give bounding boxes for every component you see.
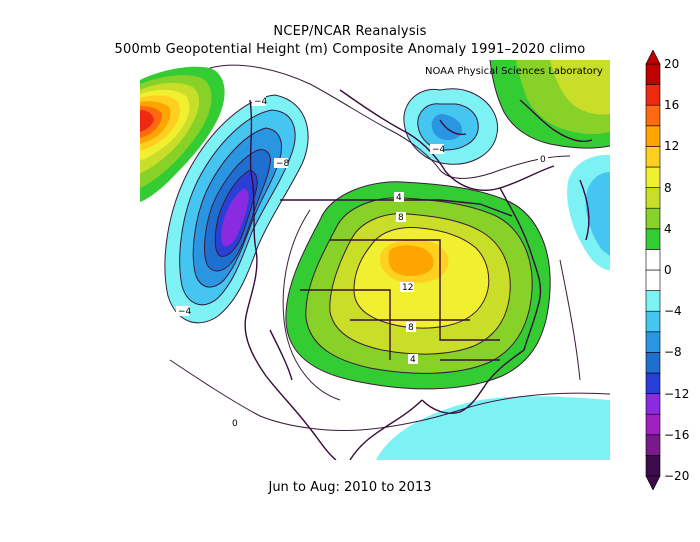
colorbar-cell xyxy=(645,331,661,353)
colorbar-max-arrow xyxy=(645,50,661,65)
tropical-trough xyxy=(140,396,610,460)
contour-label: −8 xyxy=(274,158,290,169)
credit-label: NOAA Physical Sciences Laboratory xyxy=(425,66,603,77)
contour-label-text: 4 xyxy=(396,193,402,203)
colorbar-tick-label: −4 xyxy=(664,304,682,319)
contour-label-text: 4 xyxy=(410,355,416,365)
map-title: NCEP/NCAR Reanalysis xyxy=(273,24,427,39)
contour-label-text: 8 xyxy=(408,323,414,333)
contour-label: −4 xyxy=(176,306,192,317)
alaska-ridge xyxy=(140,66,225,203)
colorbar-min-arrow xyxy=(645,475,661,490)
contour-label-text: −4 xyxy=(432,145,446,155)
colorbar-cell xyxy=(645,393,661,415)
contour-label: 0 xyxy=(538,154,548,165)
contour-label-text: 0 xyxy=(540,155,546,165)
contour-label: 12 xyxy=(400,282,414,293)
contour-label: 8 xyxy=(406,322,416,333)
anomaly-map: −4 −8 −4 −4 0 4 8 12 8 4 0 xyxy=(140,60,610,460)
colorbar-cell xyxy=(645,249,661,271)
map-panel: −4 −8 −4 −4 0 4 8 12 8 4 0 xyxy=(140,60,610,460)
coastlines xyxy=(244,89,593,460)
colorbar-cell xyxy=(645,166,661,188)
colorbar-cell xyxy=(645,84,661,106)
colorbar-cell xyxy=(645,104,661,127)
map-subtitle: 500mb Geopotential Height (m) Composite … xyxy=(114,42,586,57)
colorbar-tick-label: 20 xyxy=(664,57,680,71)
colorbar xyxy=(645,50,661,490)
contour-label-text: −8 xyxy=(276,159,290,169)
contour-label-group: −4 −8 −4 −4 0 4 8 12 8 4 0 xyxy=(176,96,548,429)
colorbar-cell xyxy=(645,63,661,85)
contour-label: 8 xyxy=(396,212,406,223)
colorbar-cell xyxy=(645,434,661,456)
colorbar-cell xyxy=(645,290,661,312)
contour-label-text: 8 xyxy=(398,213,404,223)
contour-label: 4 xyxy=(408,354,418,365)
colorbar-cell xyxy=(645,455,661,477)
contour-label: −4 xyxy=(430,144,446,155)
colorbar-cell xyxy=(645,372,661,394)
colorbar-cells xyxy=(645,50,661,490)
colorbar-tick-label: 8 xyxy=(664,180,672,195)
colorbar-cell xyxy=(645,146,661,168)
colorbar-cell xyxy=(645,413,661,436)
colorbar-tick-label: −12 xyxy=(664,386,690,401)
contour-label: 4 xyxy=(394,192,404,203)
colorbar-cell xyxy=(645,310,661,333)
colorbar-cell xyxy=(645,125,661,147)
contour-lines xyxy=(164,60,610,431)
colorbar-tick-label: 12 xyxy=(664,139,680,154)
colorbar-tick-label: 16 xyxy=(664,98,680,113)
contour-label: −4 xyxy=(252,96,268,107)
contour-label-text: 0 xyxy=(232,419,238,429)
contour-label-text: −4 xyxy=(178,307,192,317)
colorbar-cell xyxy=(645,228,661,250)
colorbar-cell xyxy=(645,269,661,291)
contour-label-text: −4 xyxy=(254,97,268,107)
colorbar-tick-label: −20 xyxy=(664,469,690,483)
period-label: Jun to Aug: 2010 to 2013 xyxy=(268,480,432,495)
colorbar-cell xyxy=(645,207,661,230)
colorbar-tick-label: −8 xyxy=(664,345,682,360)
contour-label: 0 xyxy=(230,418,240,429)
colorbar-cell xyxy=(645,187,661,209)
us-ridge xyxy=(285,181,551,389)
colorbar-cell xyxy=(645,352,661,374)
colorbar-tick-label: 4 xyxy=(664,221,672,236)
colorbar-tick-label: 0 xyxy=(664,263,672,277)
contour-label-text: 12 xyxy=(402,283,413,293)
labrador-ridge xyxy=(490,60,610,149)
colorbar-tick-label: −16 xyxy=(664,427,690,442)
hudson-trough xyxy=(403,88,498,165)
